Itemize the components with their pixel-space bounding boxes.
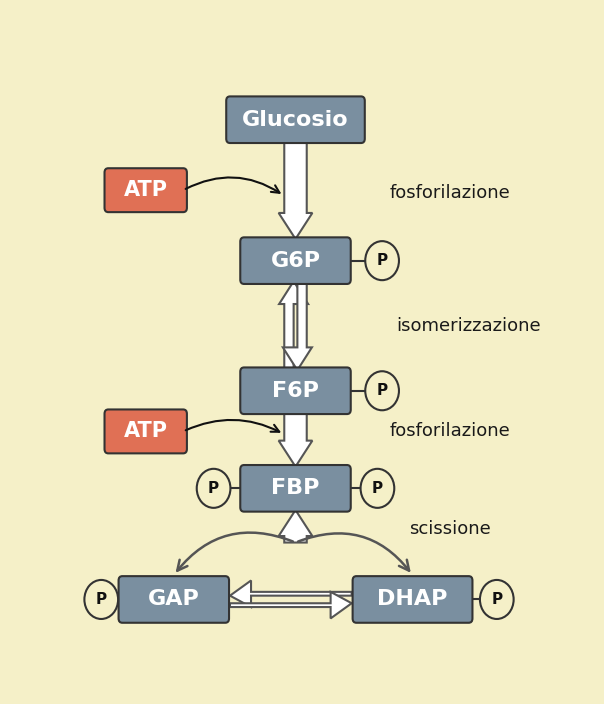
Text: scissione: scissione	[409, 520, 491, 538]
Text: P: P	[208, 481, 219, 496]
FancyBboxPatch shape	[353, 576, 472, 623]
Text: P: P	[95, 592, 107, 607]
Text: DHAP: DHAP	[378, 589, 448, 610]
Text: Glucosio: Glucosio	[242, 110, 349, 130]
FancyBboxPatch shape	[240, 367, 351, 414]
Circle shape	[480, 580, 513, 619]
Circle shape	[365, 241, 399, 280]
Polygon shape	[279, 282, 308, 370]
Polygon shape	[278, 142, 312, 239]
FancyBboxPatch shape	[240, 465, 351, 512]
Text: fosforilazione: fosforilazione	[390, 422, 510, 441]
Text: F6P: F6P	[272, 381, 319, 401]
Text: P: P	[376, 253, 388, 268]
Polygon shape	[230, 581, 352, 607]
Circle shape	[197, 469, 231, 508]
Text: P: P	[376, 383, 388, 398]
Text: FBP: FBP	[271, 478, 320, 498]
Circle shape	[361, 469, 394, 508]
Polygon shape	[283, 282, 312, 370]
FancyBboxPatch shape	[104, 410, 187, 453]
Polygon shape	[278, 510, 312, 543]
Circle shape	[85, 580, 118, 619]
Text: ATP: ATP	[124, 180, 168, 200]
Polygon shape	[278, 413, 312, 467]
FancyBboxPatch shape	[240, 237, 351, 284]
Text: fosforilazione: fosforilazione	[390, 184, 510, 202]
FancyBboxPatch shape	[226, 96, 365, 143]
Circle shape	[365, 371, 399, 410]
Text: ATP: ATP	[124, 422, 168, 441]
Polygon shape	[230, 592, 352, 618]
Text: GAP: GAP	[148, 589, 200, 610]
FancyBboxPatch shape	[118, 576, 229, 623]
Text: P: P	[372, 481, 383, 496]
Text: G6P: G6P	[271, 251, 321, 270]
FancyBboxPatch shape	[104, 168, 187, 212]
Text: isomerizzazione: isomerizzazione	[396, 317, 541, 334]
Text: P: P	[491, 592, 503, 607]
